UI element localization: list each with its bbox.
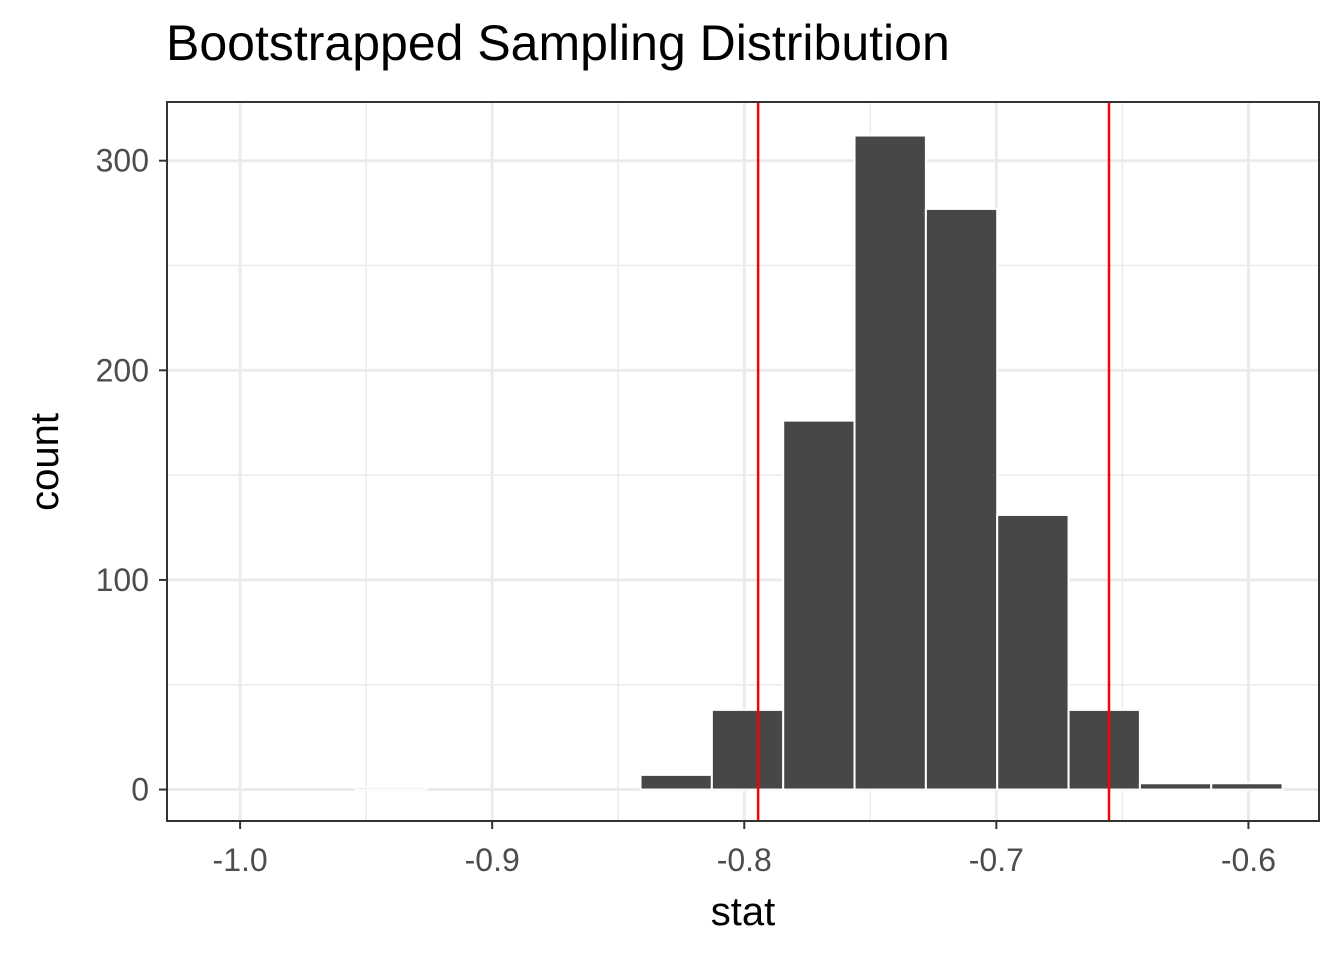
chart-title: Bootstrapped Sampling Distribution (166, 15, 950, 71)
histogram-bars (354, 134, 1284, 791)
confidence-interval-lines (756, 102, 1111, 821)
x-tick-label: -1.0 (213, 842, 268, 878)
histogram-bar (996, 513, 1070, 791)
x-axis-title: stat (711, 890, 775, 934)
histogram-bar (924, 207, 999, 791)
y-tick-label: 200 (96, 352, 149, 388)
histogram-bar (1138, 782, 1213, 791)
histogram-bar (782, 419, 856, 791)
y-tick-label: 300 (96, 143, 149, 179)
histogram-bar (1210, 782, 1284, 791)
x-tick-label: -0.8 (717, 842, 772, 878)
x-tick-label: -0.7 (969, 842, 1024, 878)
x-tick-label: -0.6 (1221, 842, 1276, 878)
x-axis-ticks: -1.0 -0.9 -0.8 -0.7 -0.6 (213, 821, 1276, 878)
histogram-bar (639, 773, 713, 791)
histogram-bar (710, 708, 785, 791)
histogram-bar (354, 786, 428, 791)
y-axis-ticks: 0 100 200 300 (96, 143, 167, 808)
x-tick-label: -0.9 (465, 842, 520, 878)
y-tick-label: 0 (131, 772, 149, 808)
y-tick-label: 100 (96, 562, 149, 598)
panel-border (166, 101, 1320, 822)
histogram-bar (1067, 708, 1141, 791)
histogram-bar (853, 134, 927, 791)
y-axis-title: count (23, 413, 67, 511)
